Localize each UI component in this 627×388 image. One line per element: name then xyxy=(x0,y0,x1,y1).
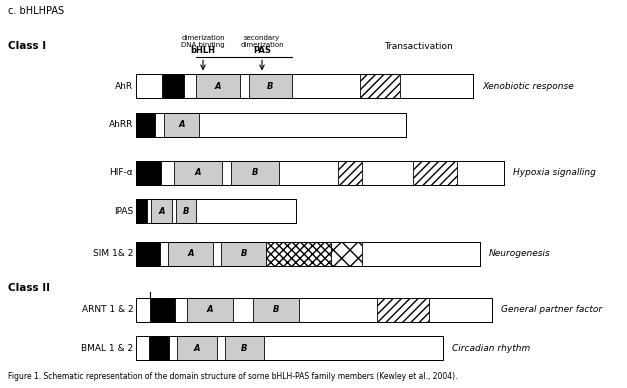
Bar xyxy=(136,199,147,223)
Text: A: A xyxy=(187,249,194,258)
Text: dimerization: dimerization xyxy=(181,35,225,41)
Bar xyxy=(176,199,196,223)
Bar xyxy=(136,298,492,322)
Text: IPAS: IPAS xyxy=(114,207,133,216)
Text: A: A xyxy=(207,305,213,314)
Text: A: A xyxy=(195,168,201,177)
Bar xyxy=(231,161,279,185)
Bar xyxy=(136,74,473,98)
Bar xyxy=(136,113,155,137)
Bar xyxy=(136,113,406,137)
Text: PAS: PAS xyxy=(253,46,271,55)
Bar xyxy=(136,74,473,98)
Bar xyxy=(136,242,480,266)
Bar xyxy=(149,336,169,360)
Bar xyxy=(136,113,406,137)
Text: DNA binding: DNA binding xyxy=(181,42,225,48)
Bar xyxy=(136,161,161,185)
Bar xyxy=(196,74,240,98)
Bar xyxy=(136,161,504,185)
Bar xyxy=(413,161,457,185)
Bar xyxy=(136,336,443,360)
Bar xyxy=(221,242,266,266)
Text: Neurogenesis: Neurogenesis xyxy=(488,249,551,258)
Text: ARNT 1 & 2: ARNT 1 & 2 xyxy=(82,305,133,314)
Text: Class II: Class II xyxy=(8,283,50,293)
Text: Class I: Class I xyxy=(8,41,46,51)
Text: B: B xyxy=(241,344,248,353)
Text: B: B xyxy=(273,305,279,314)
Text: Figure 1. Schematic representation of the domain structure of sorne bHLH-PAS fam: Figure 1. Schematic representation of th… xyxy=(8,372,457,381)
Bar xyxy=(136,199,295,223)
Text: secondary: secondary xyxy=(244,35,280,41)
Text: Xenobiotic response: Xenobiotic response xyxy=(483,81,574,91)
Bar xyxy=(136,242,480,266)
Text: B: B xyxy=(252,168,258,177)
Text: Hypoxia signalling: Hypoxia signalling xyxy=(514,168,596,177)
Text: General partner factor: General partner factor xyxy=(501,305,602,314)
Bar xyxy=(331,242,362,266)
Text: bHLH: bHLH xyxy=(191,46,216,55)
Bar xyxy=(136,242,160,266)
Bar xyxy=(338,161,362,185)
Bar xyxy=(377,298,429,322)
Bar xyxy=(224,336,265,360)
Bar xyxy=(136,336,443,360)
Bar xyxy=(136,161,504,185)
Bar xyxy=(164,113,199,137)
Text: A: A xyxy=(194,344,200,353)
Text: B: B xyxy=(241,249,247,258)
Bar xyxy=(248,74,292,98)
Bar xyxy=(253,298,299,322)
Bar xyxy=(168,242,213,266)
Text: c. bHLHPAS: c. bHLHPAS xyxy=(8,6,64,16)
Text: B: B xyxy=(183,207,189,216)
Text: A: A xyxy=(178,120,185,129)
Text: B: B xyxy=(267,81,273,91)
Bar xyxy=(360,74,400,98)
Text: AhR: AhR xyxy=(115,81,133,91)
Bar xyxy=(177,336,217,360)
Text: BMAL 1 & 2: BMAL 1 & 2 xyxy=(81,344,133,353)
Text: AhRR: AhRR xyxy=(109,120,133,129)
Bar xyxy=(136,199,295,223)
Bar xyxy=(151,199,172,223)
Bar xyxy=(162,74,184,98)
Bar xyxy=(150,298,175,322)
Text: A: A xyxy=(215,81,221,91)
Bar xyxy=(174,161,222,185)
Text: A: A xyxy=(158,207,165,216)
Text: SIM 1& 2: SIM 1& 2 xyxy=(93,249,133,258)
Text: Transactivation: Transactivation xyxy=(384,42,453,52)
Bar xyxy=(136,298,492,322)
Text: HIF-α: HIF-α xyxy=(110,168,133,177)
Bar xyxy=(187,298,233,322)
Text: dimerization: dimerization xyxy=(240,42,284,48)
Bar xyxy=(266,242,331,266)
Text: Circadian rhythm: Circadian rhythm xyxy=(452,344,530,353)
